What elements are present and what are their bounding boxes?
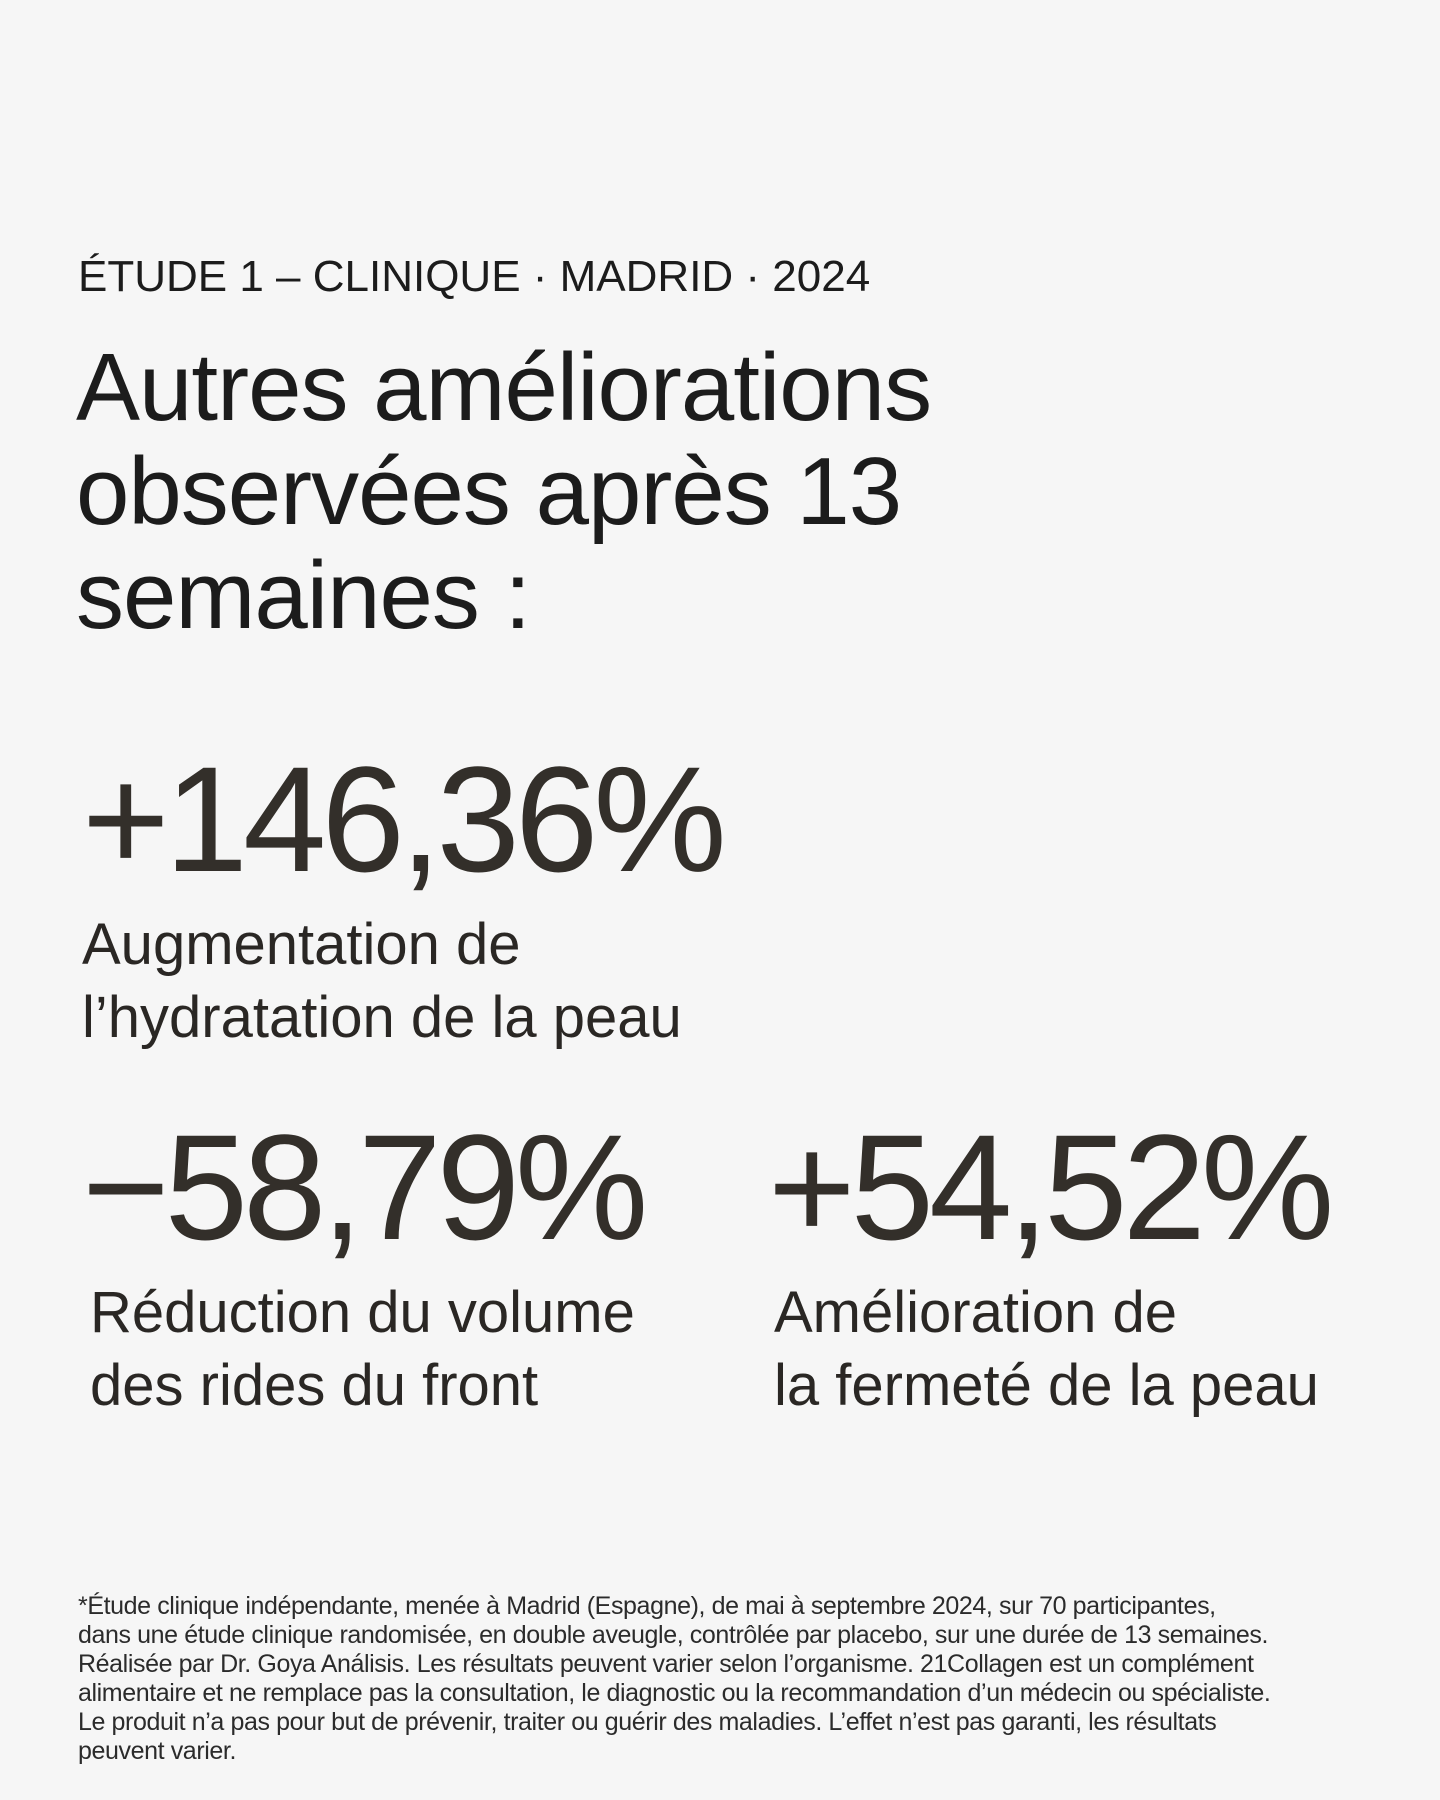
disclaimer-line: Le produit n’a pas pour but de prévenir,… <box>78 1708 1217 1736</box>
stat-label-line: Réduction du volume <box>90 1280 635 1345</box>
stat-hydration: +146,36% Augmentation de l’hydratation d… <box>82 735 727 1054</box>
stat-label: Augmentation de l’hydratation de la peau <box>82 908 722 1054</box>
disclaimer-line: Réalisée par Dr. Goya Análisis. Les résu… <box>78 1650 1254 1678</box>
disclaimer-line: alimentaire et ne remplace pas la consul… <box>78 1679 1271 1707</box>
stat-label-line: Augmentation de <box>82 912 521 977</box>
stat-firmness: +54,52% Amélioration de la fermeté de la… <box>768 1103 1334 1422</box>
stat-label-line: la fermeté de la peau <box>774 1353 1319 1418</box>
disclaimer-line: *Étude clinique indépendante, menée à Ma… <box>78 1592 1216 1620</box>
stat-wrinkles: −58,79% Réduction du volume des rides du… <box>82 1103 648 1422</box>
disclaimer-line: peuvent varier. <box>78 1737 236 1765</box>
stat-value: −58,79% <box>82 1103 648 1271</box>
stat-label: Amélioration de la fermeté de la peau <box>768 1276 1329 1422</box>
stat-label-line: l’hydratation de la peau <box>82 985 682 1050</box>
disclaimer-line: dans une étude clinique randomisée, en d… <box>78 1621 1269 1649</box>
stat-label: Réduction du volume des rides du front <box>82 1276 643 1422</box>
stat-label-line: Amélioration de <box>774 1280 1177 1345</box>
stat-label-line: des rides du front <box>90 1353 539 1418</box>
stat-value: +54,52% <box>768 1103 1334 1271</box>
disclaimer: *Étude clinique indépendante, menée à Ma… <box>78 1592 1378 1766</box>
stat-value: +146,36% <box>82 735 727 903</box>
page-title: Autres améliorations observées après 13 … <box>76 334 932 649</box>
study-eyebrow: ÉTUDE 1 – CLINIQUE · MADRID · 2024 <box>78 252 871 301</box>
